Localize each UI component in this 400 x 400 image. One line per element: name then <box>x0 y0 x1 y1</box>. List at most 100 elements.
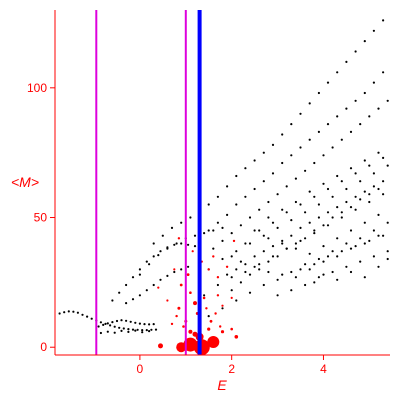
data-point <box>253 229 256 232</box>
data-point <box>271 143 275 146</box>
data-point <box>345 187 348 191</box>
data-point <box>207 315 210 318</box>
y-tick-label: 0 <box>40 340 47 354</box>
data-point <box>166 247 169 250</box>
data-point <box>271 255 275 258</box>
data-point <box>281 242 284 245</box>
data-point <box>154 328 158 331</box>
data-point <box>180 268 183 271</box>
data-point <box>349 247 353 250</box>
data-point <box>363 91 366 95</box>
data-point <box>118 326 121 329</box>
data-point <box>187 265 190 268</box>
data-point <box>317 91 320 95</box>
data-point <box>386 99 389 102</box>
data-point <box>136 328 139 331</box>
data-point <box>299 203 302 206</box>
data-point <box>129 320 132 323</box>
data-point <box>308 221 311 224</box>
data-point <box>125 283 128 287</box>
data-point <box>276 294 279 297</box>
data-point <box>359 123 362 126</box>
data-point <box>262 151 265 154</box>
data-point <box>340 211 343 214</box>
data-point <box>317 257 320 261</box>
data-point <box>326 211 330 214</box>
data-point <box>377 213 380 216</box>
data-point <box>173 243 176 246</box>
data-point <box>111 321 114 324</box>
data-point <box>368 239 371 242</box>
data-point <box>113 325 116 328</box>
data-point <box>258 229 261 232</box>
data-point <box>377 265 380 268</box>
data-point <box>267 216 270 219</box>
data-point <box>345 200 348 204</box>
data-point <box>134 329 137 332</box>
data-point <box>138 294 141 297</box>
data-point <box>86 315 89 318</box>
data-point <box>72 310 75 313</box>
data-point <box>349 206 353 209</box>
data-point <box>336 174 339 178</box>
data-point <box>368 115 371 118</box>
data-point <box>386 164 389 167</box>
data-point <box>221 257 224 261</box>
data-point <box>235 299 238 302</box>
data-point <box>363 159 366 162</box>
data-point <box>304 283 307 287</box>
data-point <box>207 327 211 331</box>
data-point <box>340 250 343 253</box>
data-point <box>386 250 389 253</box>
data-point <box>349 270 353 274</box>
data-point <box>192 331 198 337</box>
data-point <box>258 268 261 271</box>
data-point <box>354 195 357 198</box>
data-point <box>221 304 224 307</box>
data-point <box>363 221 366 224</box>
data-point <box>336 115 339 118</box>
data-point <box>308 252 311 255</box>
data-point <box>216 276 220 279</box>
data-point <box>313 232 316 235</box>
data-point <box>230 232 233 235</box>
data-point <box>294 247 297 250</box>
data-point <box>308 190 311 193</box>
data-point <box>340 216 343 219</box>
data-point <box>239 224 242 227</box>
data-point <box>216 195 219 198</box>
data-point <box>234 335 239 339</box>
data-point <box>244 242 247 245</box>
data-point <box>345 242 348 245</box>
data-point <box>354 208 357 211</box>
data-point <box>193 301 197 306</box>
data-point <box>372 172 375 175</box>
data-point <box>106 330 109 333</box>
data-point <box>148 323 151 326</box>
data-point <box>372 229 375 232</box>
data-point <box>281 273 284 276</box>
data-point <box>205 307 208 310</box>
data-point <box>345 107 348 110</box>
data-point <box>166 299 169 302</box>
data-point <box>359 237 362 240</box>
data-point <box>304 237 307 240</box>
data-point <box>294 200 297 204</box>
data-point <box>230 255 233 258</box>
data-point <box>386 257 389 261</box>
data-point <box>377 151 380 154</box>
data-point <box>336 237 339 240</box>
data-point <box>336 255 339 258</box>
data-point <box>209 319 213 323</box>
data-point <box>313 195 316 198</box>
data-point <box>189 216 192 219</box>
data-point <box>363 242 366 245</box>
black-points-layer <box>58 19 389 335</box>
y-axis-title: <M> <box>11 174 39 190</box>
data-point <box>331 146 334 149</box>
data-point <box>138 268 141 271</box>
data-point <box>141 331 144 334</box>
data-point <box>304 169 307 172</box>
vertical-lines-layer <box>95 10 202 355</box>
data-point <box>120 319 123 322</box>
